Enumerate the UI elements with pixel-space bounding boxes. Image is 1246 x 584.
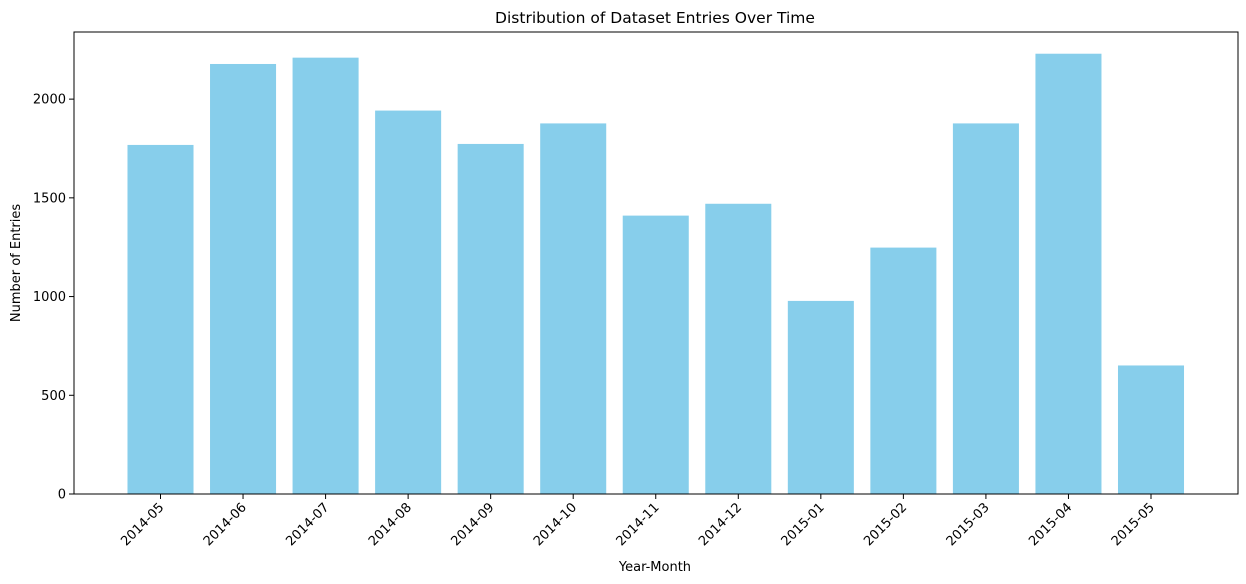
x-tick-label: 2015-02	[861, 500, 910, 549]
bar-2014-08	[375, 110, 442, 494]
bar-2014-07	[292, 57, 359, 495]
x-tick-label: 2014-05	[118, 500, 167, 549]
x-tick-label: 2014-06	[201, 500, 250, 549]
bar-2015-03	[952, 123, 1019, 495]
bar-2015-04	[1035, 53, 1102, 494]
x-axis: 2014-05 2014-06 2014-07 2014-08 2014-09 2014-…	[118, 494, 1158, 549]
y-tick-label: 2000	[33, 93, 66, 108]
x-tick-label: 2014-11	[614, 500, 663, 549]
x-tick-label: 2015-05	[1109, 500, 1158, 549]
x-tick-label: 2015-04	[1026, 500, 1075, 549]
bar-2015-05	[1117, 365, 1185, 494]
bar-2014-12	[705, 203, 772, 494]
x-tick-label: 2014-12	[696, 500, 745, 549]
x-tick-label: 2014-10	[531, 500, 580, 549]
y-axis-label: Number of Entries	[9, 204, 24, 323]
bar-2014-10	[540, 123, 607, 495]
bar-2015-02	[870, 247, 937, 494]
bar-2014-06	[210, 63, 277, 494]
bar-2015-01	[787, 300, 854, 494]
x-tick-label: 2015-01	[779, 500, 828, 549]
chart-title: Distribution of Dataset Entries Over Tim…	[495, 9, 815, 27]
y-tick-label: 1500	[33, 191, 66, 206]
bars-group	[127, 53, 1185, 495]
y-axis: 0 500 1000 1500 2000	[33, 93, 74, 503]
y-tick-label: 1000	[33, 290, 66, 305]
x-tick-label: 2015-03	[944, 500, 993, 549]
bar-2014-11	[622, 215, 689, 494]
bar-2014-09	[457, 143, 524, 494]
x-tick-label: 2014-09	[448, 500, 497, 549]
y-tick-label: 0	[58, 488, 66, 503]
y-tick-label: 500	[41, 389, 66, 404]
x-axis-label: Year-Month	[618, 560, 691, 575]
bar-2014-05	[127, 144, 194, 494]
x-tick-label: 2014-08	[366, 500, 415, 549]
x-tick-label: 2014-07	[283, 500, 332, 549]
